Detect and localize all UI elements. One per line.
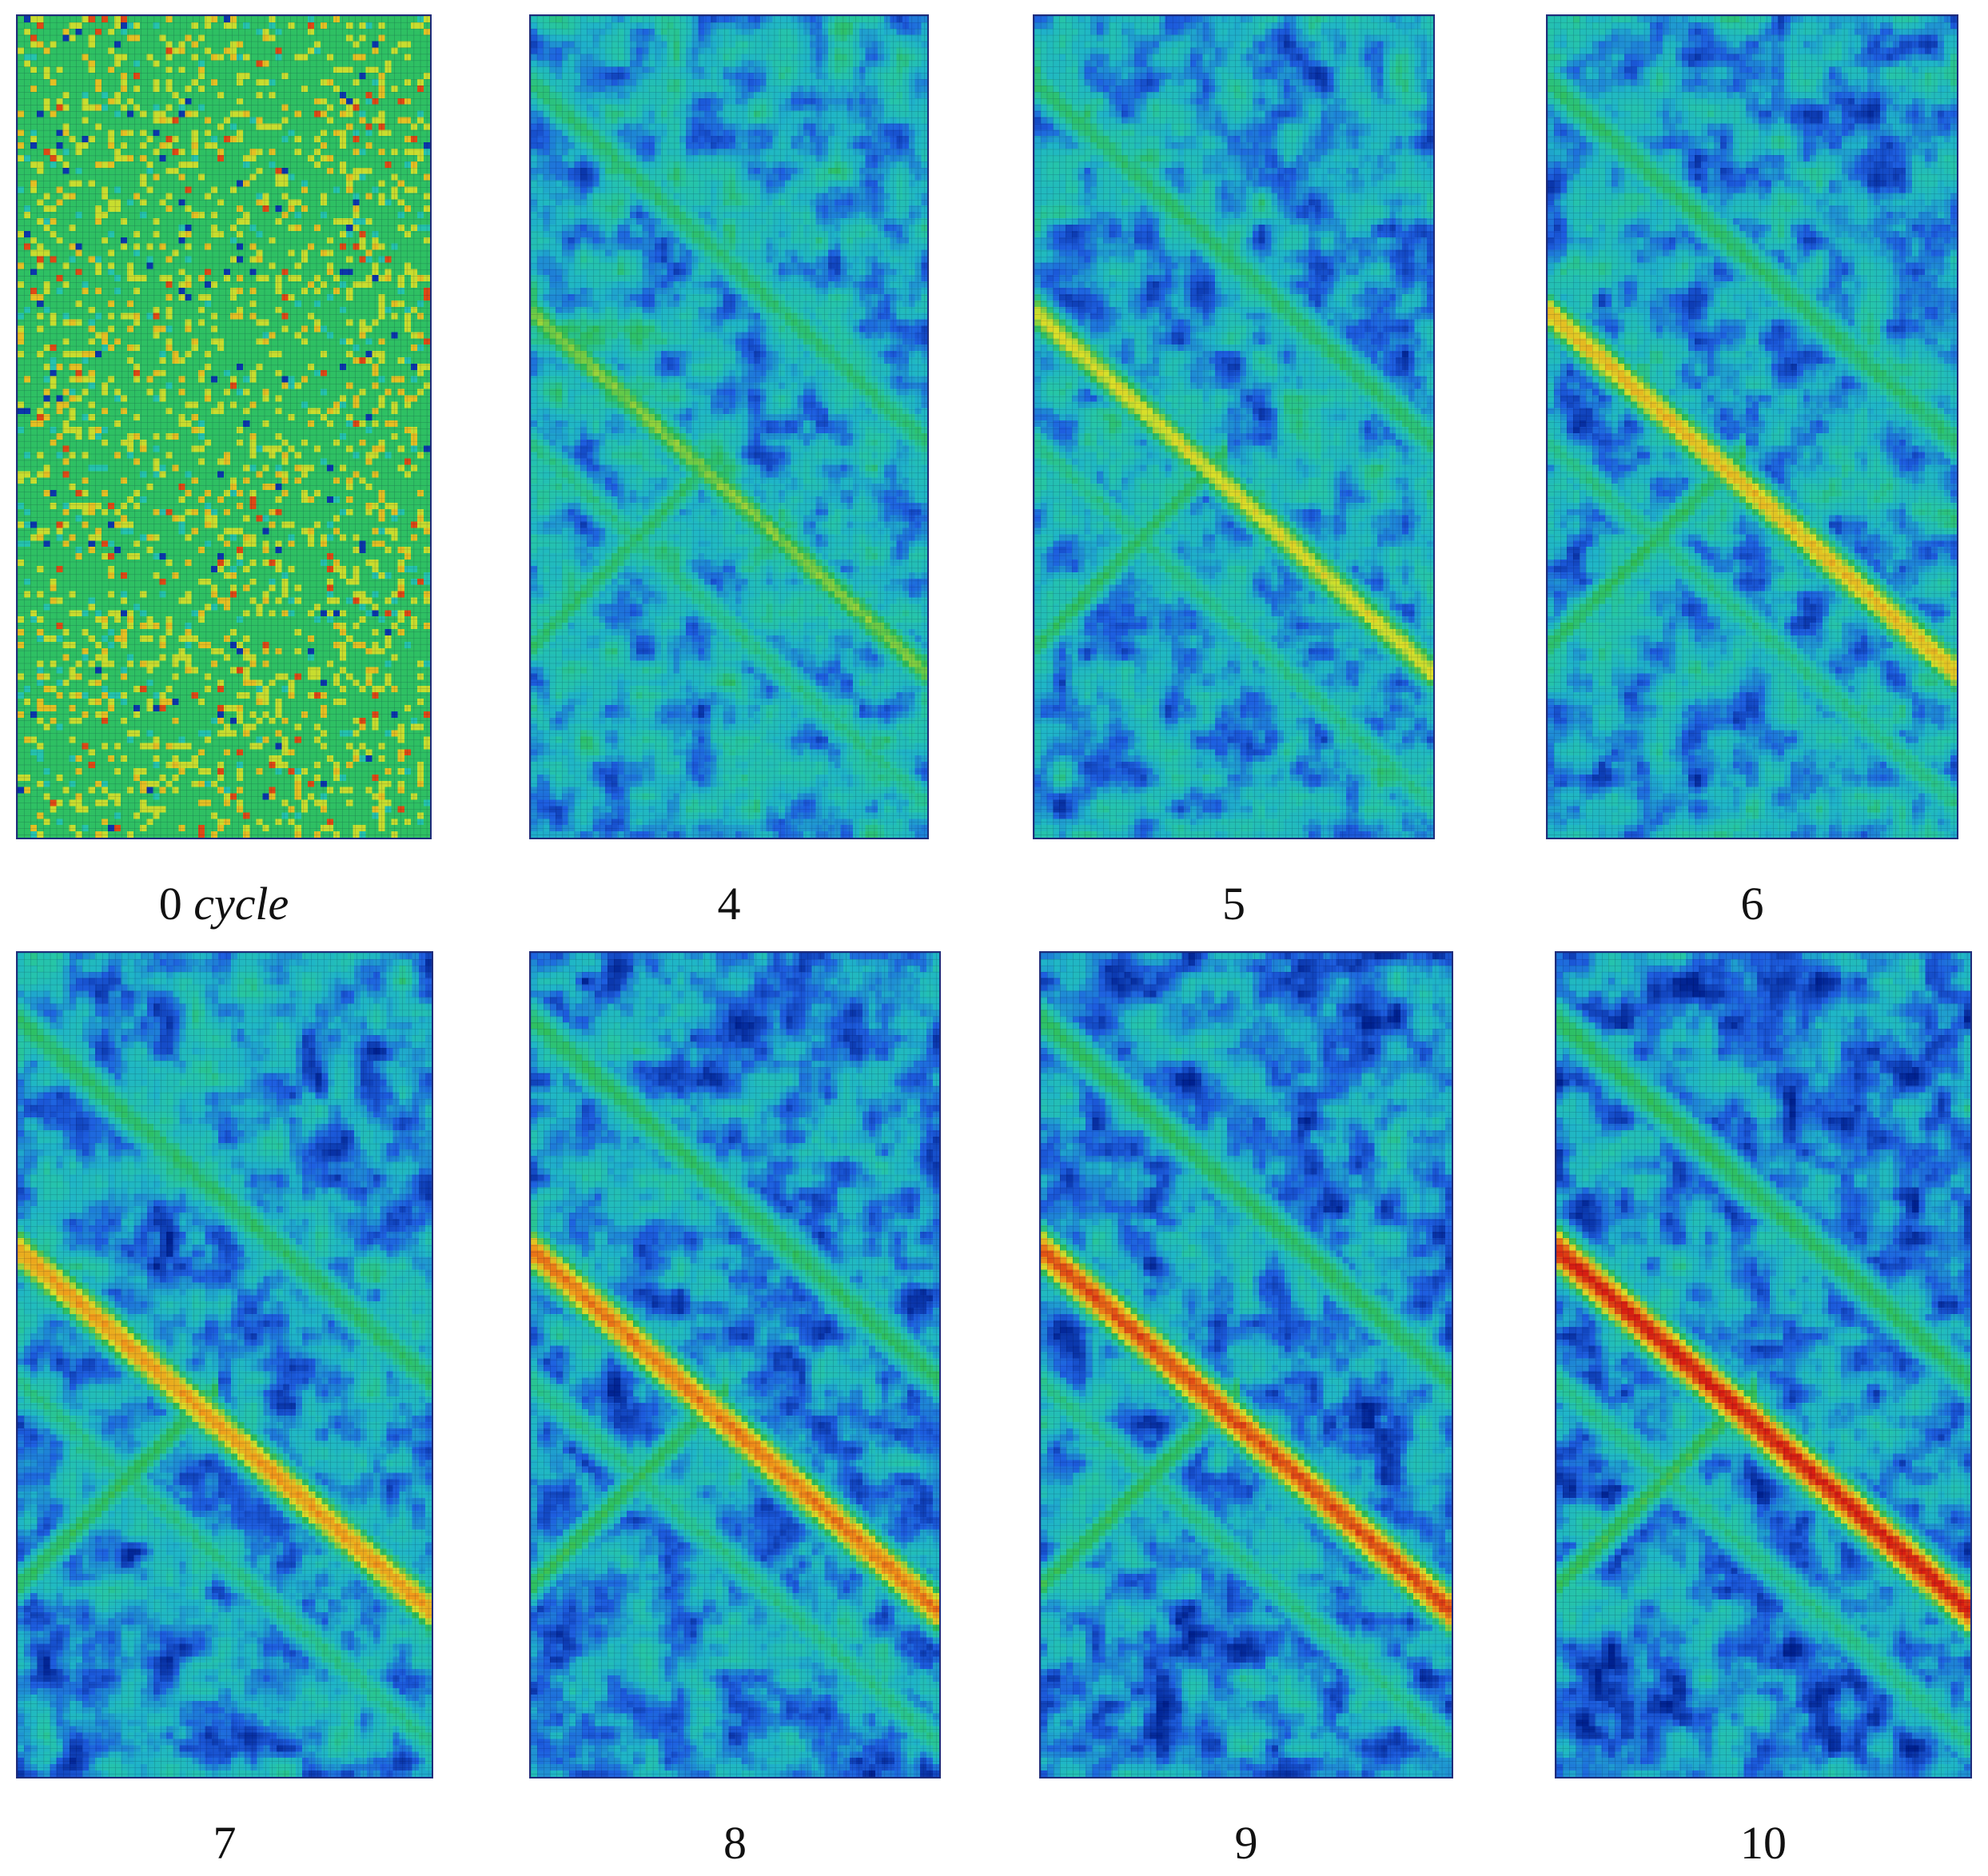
cycle-number: 6: [1740, 878, 1764, 930]
damage-contour-map: [1039, 951, 1453, 1778]
panel-caption: 4: [529, 881, 929, 927]
panel-cycle-0: 0 cycle: [16, 14, 432, 937]
cycle-number: 0: [158, 878, 182, 930]
panel-caption: 5: [1033, 881, 1435, 927]
panel-caption: 9: [1039, 1820, 1453, 1866]
damage-contour-map: [529, 951, 941, 1778]
cycle-number: 7: [213, 1817, 237, 1869]
panel-cycle-4: 4: [529, 14, 929, 937]
cycle-unit: cycle: [193, 878, 289, 930]
panel-cycle-7: 7: [16, 951, 433, 1876]
damage-contour-map: [16, 14, 432, 839]
panel-caption: 8: [529, 1820, 941, 1866]
panel-cycle-5: 5: [1033, 14, 1435, 937]
panel-cycle-6: 6: [1546, 14, 1958, 937]
panel-caption: 6: [1546, 881, 1958, 927]
panel-caption: 7: [16, 1820, 433, 1866]
panel-cycle-9: 9: [1039, 951, 1453, 1876]
cycle-number: 9: [1234, 1817, 1258, 1869]
panel-cycle-10: 10: [1555, 951, 1972, 1876]
cycle-number: 5: [1222, 878, 1245, 930]
panel-cycle-8: 8: [529, 951, 941, 1876]
cycle-number: 4: [717, 878, 741, 930]
damage-contour-map: [1546, 14, 1958, 839]
damage-contour-map: [529, 14, 929, 839]
panel-caption: 0 cycle: [16, 881, 432, 927]
cycle-number: 8: [723, 1817, 747, 1869]
panel-caption: 10: [1555, 1820, 1972, 1866]
cycle-number: 10: [1740, 1817, 1787, 1869]
damage-contour-map: [1555, 951, 1972, 1778]
damage-contour-map: [1033, 14, 1435, 839]
damage-contour-map: [16, 951, 433, 1778]
